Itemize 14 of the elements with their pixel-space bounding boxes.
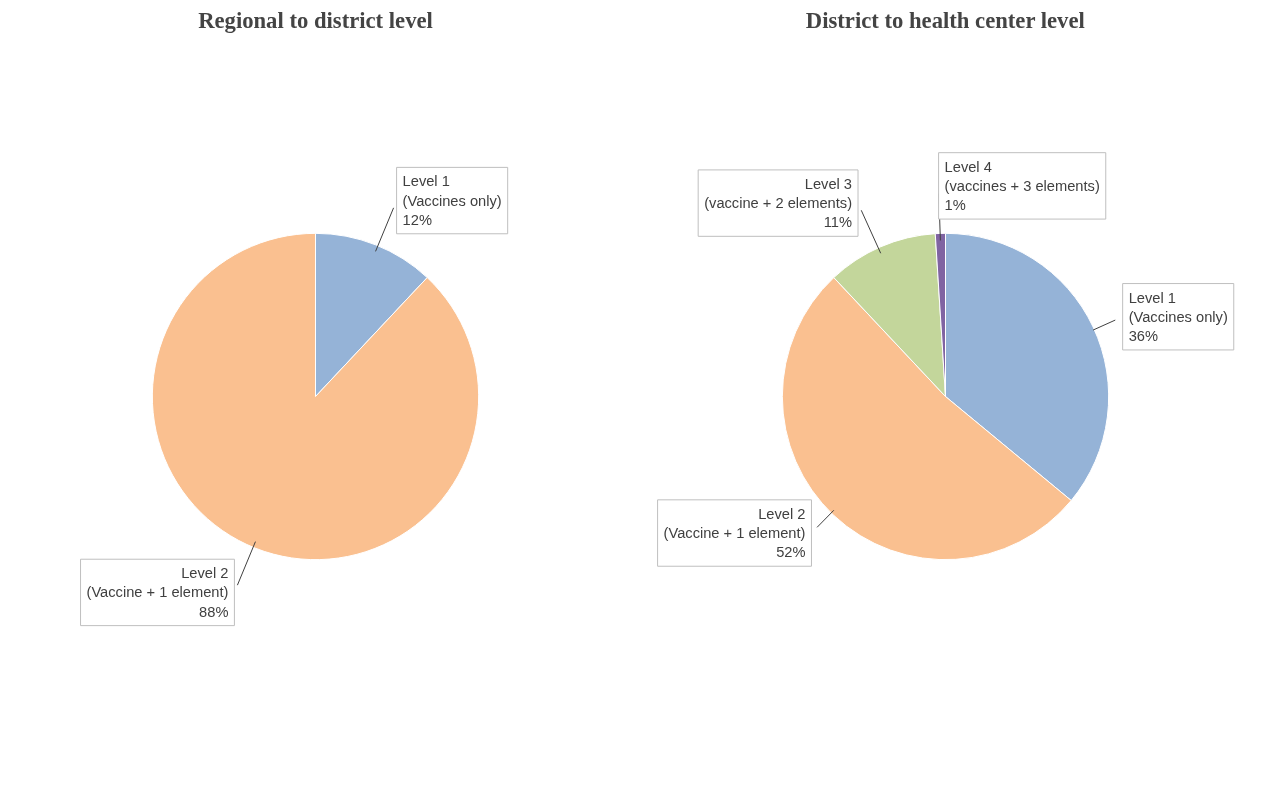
slice-label: Level 3 (vaccine + 2 elements) [704, 175, 853, 212]
data-label: 36% [1128, 327, 1158, 344]
data-label: 88% [199, 603, 229, 620]
slice-label: Level 2 (Vaccine + 1 element) [663, 505, 806, 542]
data-label: 11% [823, 214, 853, 231]
data-label: 1% [944, 197, 966, 214]
slice-label: Level 1 (Vaccines only) [1128, 289, 1228, 325]
slice-label: Level 4 (vaccines + 3 elements) [944, 158, 1100, 194]
data-label: 12% [402, 211, 432, 228]
chart-title: Regional to district level [198, 7, 433, 33]
slice-label: Level 1 (Vaccines only) [402, 173, 502, 209]
slice-label: Level 2 (Vaccine + 1 element) [86, 565, 229, 601]
data-label: 52% [776, 544, 806, 561]
chart-title: District to health center level [805, 7, 1085, 33]
